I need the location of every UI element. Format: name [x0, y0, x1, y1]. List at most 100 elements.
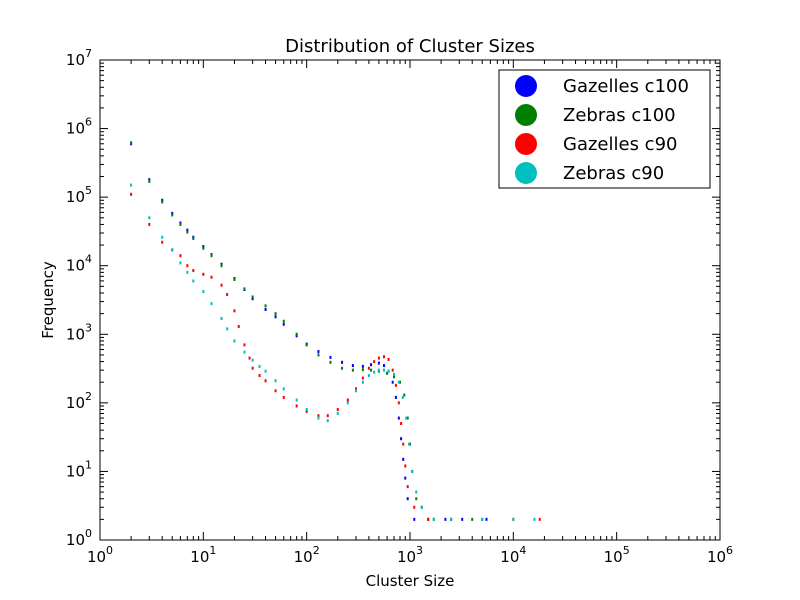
data-point: [202, 272, 205, 276]
data-point: [171, 248, 174, 252]
data-point: [186, 264, 189, 268]
data-point: [179, 261, 182, 265]
data-point: [397, 416, 400, 420]
data-point: [382, 355, 385, 359]
data-point: [400, 422, 403, 425]
data-point: [282, 395, 285, 399]
data-point: [351, 368, 354, 372]
x-tick-exponent: 3: [416, 544, 423, 557]
chart-title: Distribution of Cluster Sizes: [285, 36, 535, 57]
data-point: [336, 411, 339, 415]
data-point: [341, 366, 344, 370]
data-point: [341, 360, 344, 364]
y-axis-title: Frequency: [39, 261, 57, 339]
legend-item: Zebras c100: [515, 104, 676, 126]
data-point: [186, 230, 189, 234]
data-point: [326, 414, 329, 418]
data-point: [179, 254, 182, 258]
x-tick-base: 10: [397, 548, 416, 566]
data-point: [186, 270, 189, 274]
data-point: [148, 222, 151, 226]
data-point: [392, 375, 395, 379]
data-point: [282, 387, 285, 391]
legend-item: Gazelles c100: [515, 75, 689, 97]
data-point: [243, 287, 246, 291]
data-point: [411, 469, 414, 473]
y-tick-label: 102: [66, 390, 92, 412]
data-point: [210, 275, 213, 279]
data-point: [361, 376, 364, 380]
data-point: [251, 358, 254, 362]
data-point: [326, 419, 329, 423]
data-point: [432, 517, 435, 521]
data-point: [161, 240, 164, 244]
y-tick-base: 10: [66, 462, 85, 480]
data-point: [295, 398, 298, 402]
data-point: [471, 517, 474, 521]
data-point: [161, 198, 164, 202]
data-point: [295, 404, 298, 408]
data-point: [161, 235, 164, 239]
y-tick-label: 100: [66, 527, 92, 549]
data-point: [233, 339, 236, 343]
data-point: [264, 369, 267, 373]
data-point: [413, 517, 416, 521]
y-tick-exponent: 7: [85, 47, 92, 60]
data-point: [202, 290, 205, 294]
data-point: [317, 414, 320, 418]
data-point: [415, 490, 418, 494]
data-point: [130, 192, 133, 196]
data-point: [387, 369, 390, 373]
data-point: [538, 517, 541, 521]
data-point: [233, 277, 236, 281]
data-point: [444, 517, 447, 521]
legend-marker: [515, 162, 537, 184]
data-point: [370, 368, 373, 372]
y-tick-label: 103: [66, 321, 92, 343]
data-point: [354, 387, 357, 391]
data-point: [427, 517, 430, 521]
data-point: [400, 437, 403, 441]
data-point: [408, 442, 411, 446]
data-point: [329, 355, 332, 359]
data-point: [148, 216, 151, 220]
data-point: [171, 211, 174, 215]
y-tick-exponent: 5: [85, 184, 92, 197]
series-zebras-c90: [130, 183, 536, 521]
data-point: [282, 322, 285, 326]
y-tick-base: 10: [66, 257, 85, 275]
data-point: [361, 368, 364, 372]
y-tick-label: 106: [66, 116, 92, 138]
legend-marker: [515, 75, 537, 97]
data-point: [391, 380, 394, 384]
x-tick-exponent: 2: [313, 544, 320, 557]
data-point: [394, 383, 397, 387]
x-tick-base: 10: [604, 548, 623, 566]
data-point: [210, 302, 213, 306]
data-point: [361, 380, 364, 384]
data-point: [305, 408, 308, 411]
data-point: [202, 245, 205, 249]
data-point: [130, 141, 133, 145]
data-point: [148, 179, 151, 183]
data-point: [415, 497, 418, 501]
x-tick-exponent: 6: [726, 544, 733, 557]
data-point: [406, 416, 409, 420]
x-tick-label: 104: [500, 544, 526, 566]
legend-marker: [515, 133, 537, 155]
data-point: [274, 379, 277, 383]
x-tick-exponent: 4: [519, 544, 526, 557]
data-point: [264, 379, 267, 383]
data-point: [192, 236, 195, 240]
x-tick-base: 10: [500, 548, 519, 566]
data-point: [401, 395, 404, 399]
data-point: [377, 356, 380, 360]
data-point: [258, 374, 261, 378]
legend-marker: [515, 104, 537, 126]
data-point: [404, 476, 407, 480]
data-point: [392, 372, 395, 376]
data-point: [220, 316, 223, 320]
data-point: [243, 350, 246, 354]
data-point: [305, 409, 308, 413]
